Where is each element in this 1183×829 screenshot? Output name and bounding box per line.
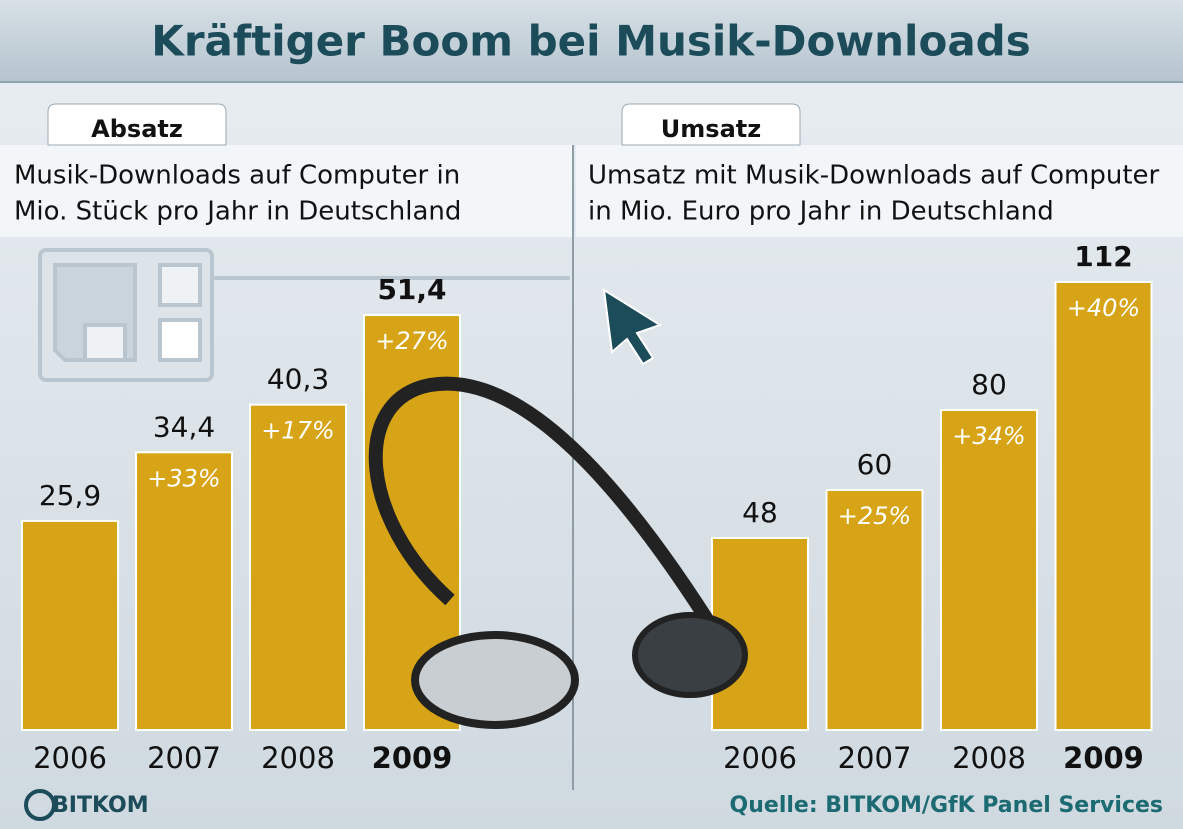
- x-tick-label: 2007: [838, 741, 912, 775]
- subtitle: Mio. Stück pro Jahr in Deutschland: [14, 197, 461, 227]
- subtitle-panel: [0, 145, 572, 237]
- tab: [47, 103, 227, 146]
- bar: [940, 409, 1038, 731]
- cursor-icon: [602, 288, 663, 366]
- logo-mark: [24, 789, 56, 821]
- subtitle: Musik-Downloads auf Computer in: [14, 161, 460, 191]
- source: Quelle: BITKOM/GfK Panel Services: [730, 793, 1163, 818]
- value-label: 80: [971, 368, 1007, 401]
- bar: [21, 519, 119, 732]
- x-tick-label: 2009: [372, 741, 453, 775]
- change-label: +40%: [1067, 294, 1140, 322]
- bar: [1054, 281, 1153, 731]
- change-label: +33%: [147, 464, 220, 492]
- subtitle-panel: [576, 145, 1183, 237]
- x-tick-label: 2007: [147, 741, 221, 775]
- value-label: 40,3: [267, 363, 329, 396]
- value-label: 60: [857, 448, 893, 481]
- headphones: [368, 376, 748, 729]
- x-tick-label: 2008: [952, 741, 1026, 775]
- header-band: [0, 0, 1183, 82]
- tab-label: Umsatz: [661, 115, 761, 143]
- change-label: +34%: [952, 422, 1025, 450]
- charts: Absatz Musik-Downloads auf Computer in Mio…: [14, 115, 1160, 775]
- change-label: +27%: [375, 327, 448, 355]
- x-tick-label: 2008: [261, 741, 335, 775]
- x-tick-label: 2006: [33, 741, 107, 775]
- title: Kräftiger Boom bei Musik-Downloads: [151, 17, 1030, 66]
- floppy-icon: [38, 248, 570, 382]
- x-tick-label: 2009: [1063, 741, 1144, 775]
- change-label: +25%: [838, 502, 911, 530]
- value-label: 25,9: [39, 479, 101, 512]
- logo: BITKOM: [52, 793, 149, 818]
- change-label: +17%: [261, 417, 334, 445]
- value-label: 34,4: [153, 410, 215, 443]
- bar: [825, 489, 924, 731]
- subtitle: Umsatz mit Musik-Downloads auf Computer: [588, 161, 1160, 191]
- value-label: 48: [742, 496, 778, 529]
- tab-label: Absatz: [91, 115, 183, 143]
- tab: [621, 103, 801, 146]
- subtitle: in Mio. Euro pro Jahr in Deutschland: [588, 197, 1054, 227]
- bar: [249, 403, 347, 731]
- x-tick-label: 2006: [723, 741, 797, 775]
- value-label: 51,4: [377, 273, 446, 306]
- bar: [135, 451, 233, 731]
- value-label: 112: [1074, 240, 1132, 273]
